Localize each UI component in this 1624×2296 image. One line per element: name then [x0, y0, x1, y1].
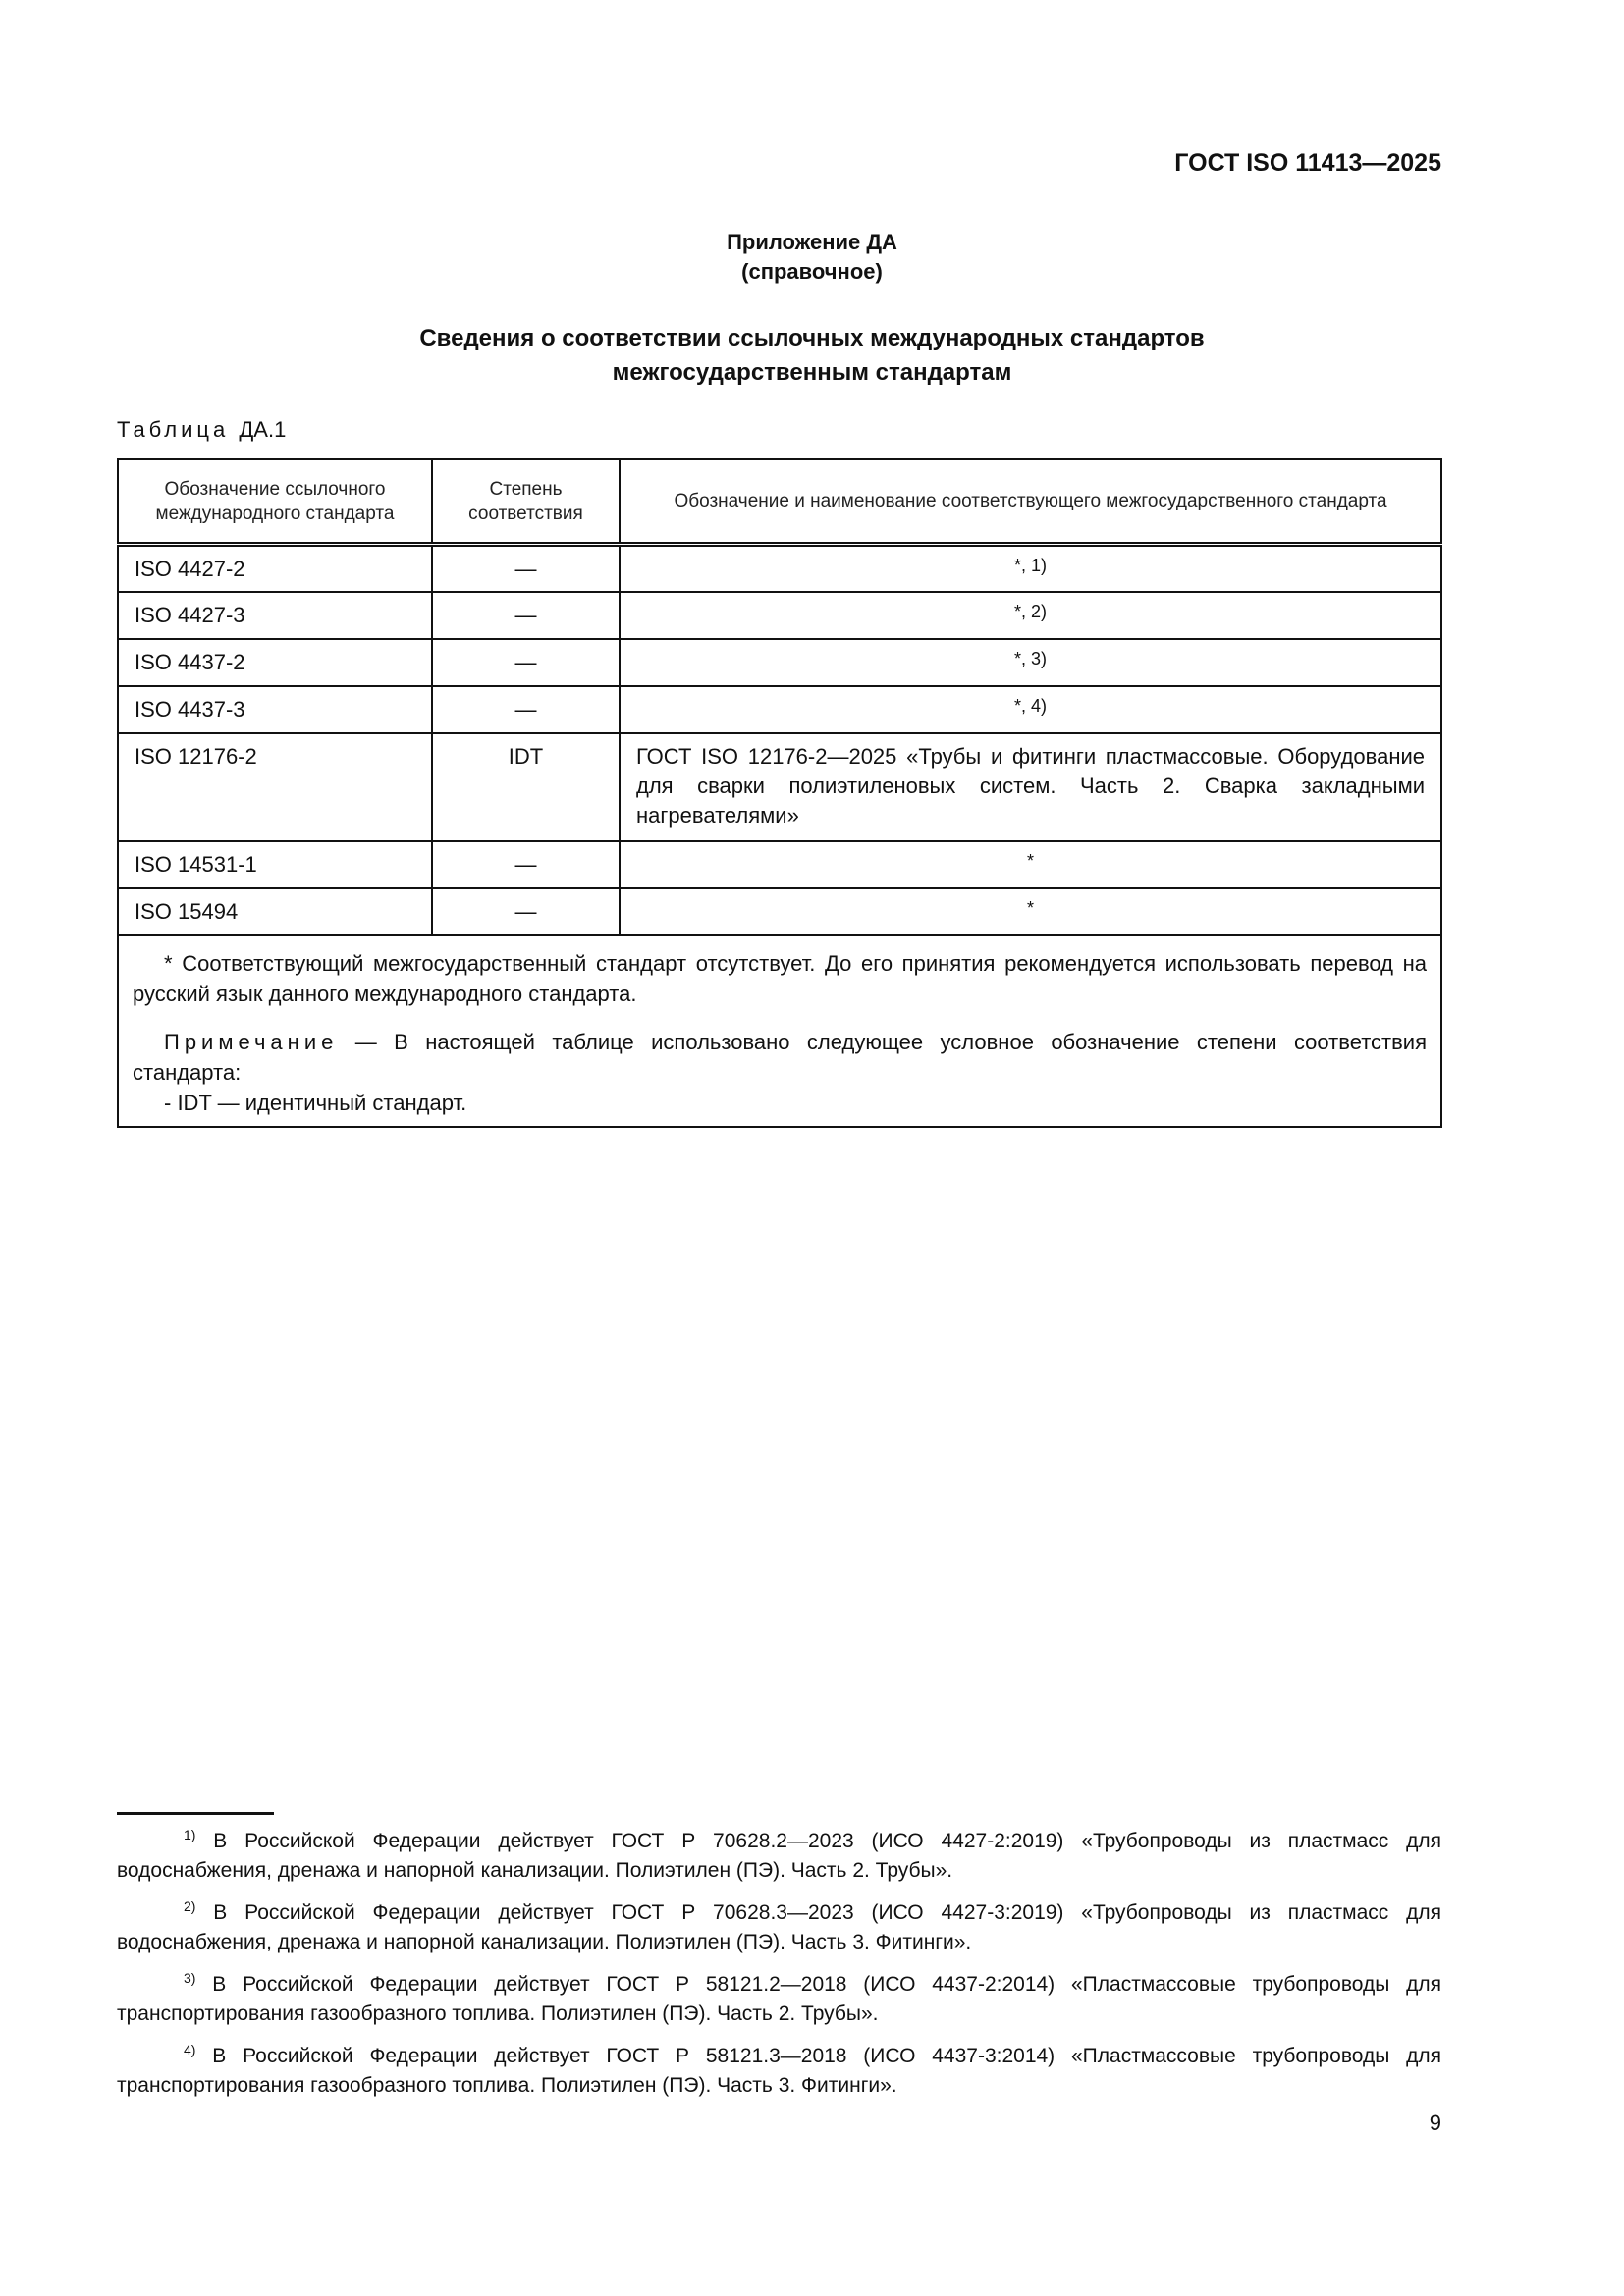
footnote-4: 4) В Российской Федерации действует ГОСТ… — [117, 2035, 1441, 2101]
table-row: ISO 4427-3 — *, 2) — [117, 590, 1442, 640]
footnote-2: 2) В Российской Федерации действует ГОСТ… — [117, 1892, 1441, 1957]
ref-cell: ISO 12176-2 — [117, 731, 433, 842]
caption-number: ДА.1 — [239, 417, 287, 442]
annex-label: Приложение ДА — [727, 230, 897, 254]
footnote-mark: 2) — [184, 1898, 196, 1914]
degree-cell: — — [431, 590, 621, 640]
footnote-separator — [117, 1812, 274, 1815]
table-row: ISO 4437-3 — *, 4) — [117, 684, 1442, 734]
footnote-text: В Российской Федерации действует ГОСТ Р … — [117, 2045, 1441, 2097]
table-notes-row: * Соответствующий межгосударственный ста… — [117, 934, 1442, 1128]
caption-word: Таблица — [117, 417, 230, 442]
document-id: ГОСТ ISO 11413—2025 — [1174, 149, 1441, 177]
ref-cell: ISO 4437-3 — [117, 684, 433, 734]
ref-cell: ISO 4427-2 — [117, 543, 433, 593]
footnote-mark: 1) — [184, 1827, 196, 1842]
footnote-1: 1) В Российской Федерации действует ГОСТ… — [117, 1820, 1441, 1886]
note-text: — В настоящей таблице использовано следу… — [133, 1029, 1427, 1085]
note-item: - IDT — идентичный стандарт. — [164, 1090, 467, 1115]
table-header-row: Обозначение ссылочного международного ст… — [117, 458, 1442, 546]
national-cell: *, 1) — [619, 543, 1442, 593]
footnote-mark: 3) — [184, 1970, 196, 1986]
ref-cell: ISO 15494 — [117, 886, 433, 936]
table-row: ISO 4427-2 — *, 1) — [117, 543, 1442, 593]
header-ref-standard: Обозначение ссылочного международного ст… — [117, 458, 433, 546]
table-row: ISO 4437-2 — *, 3) — [117, 637, 1442, 687]
national-cell: *, 4) — [619, 684, 1442, 734]
footnote-3: 3) В Российской Федерации действует ГОСТ… — [117, 1963, 1441, 2029]
ref-cell: ISO 4427-3 — [117, 590, 433, 640]
table-row: ISO 15494 — * — [117, 886, 1442, 936]
footnote-text: В Российской Федерации действует ГОСТ Р … — [117, 1901, 1441, 1953]
ref-cell: ISO 14531-1 — [117, 839, 433, 889]
table-row: ISO 12176-2 IDT ГОСТ ISO 12176-2—2025 «Т… — [117, 731, 1442, 842]
header-national-standard: Обозначение и наименование соответствующ… — [619, 458, 1442, 546]
table-caption: Таблица ДА.1 — [117, 417, 286, 443]
degree-cell: — — [431, 839, 621, 889]
degree-cell: — — [431, 886, 621, 936]
footnotes: 1) В Российской Федерации действует ГОСТ… — [117, 1820, 1441, 2138]
annex-kind: (справочное) — [741, 259, 883, 284]
title-line-2: межгосударственным стандартам — [612, 359, 1012, 386]
footnote-text: В Российской Федерации действует ГОСТ Р … — [117, 1973, 1441, 2025]
degree-cell: — — [431, 543, 621, 593]
table-row: ISO 14531-1 — * — [117, 839, 1442, 889]
degree-cell: — — [431, 637, 621, 687]
table-notes: * Соответствующий межгосударственный ста… — [117, 934, 1442, 1128]
ref-cell: ISO 4437-2 — [117, 637, 433, 687]
degree-cell: — — [431, 684, 621, 734]
national-cell: *, 3) — [619, 637, 1442, 687]
national-cell: * — [619, 839, 1442, 889]
title-line-1: Сведения о соответствии ссылочных междун… — [419, 325, 1205, 351]
annex-heading: Приложение ДА (справочное) — [0, 228, 1624, 287]
page-number: 9 — [1429, 2110, 1441, 2135]
footnote-mark: 4) — [184, 2042, 196, 2057]
national-cell: ГОСТ ISO 12176-2—2025 «Трубы и фитинги п… — [619, 731, 1442, 842]
table-note: Примечание — В настоящей таблице использ… — [133, 1027, 1427, 1088]
annex-title: Сведения о соответствии ссылочных междун… — [0, 321, 1624, 390]
note-label: Примечание — [164, 1029, 339, 1054]
correspondence-table: Обозначение ссылочного международного ст… — [117, 458, 1442, 1128]
header-degree: Степень соответствия — [431, 458, 621, 546]
degree-cell: IDT — [431, 731, 621, 842]
table-footnote: * Соответствующий межгосударственный ста… — [133, 950, 1427, 1006]
national-cell: * — [619, 886, 1442, 936]
national-cell: *, 2) — [619, 590, 1442, 640]
footnote-text: В Российской Федерации действует ГОСТ Р … — [117, 1830, 1441, 1882]
